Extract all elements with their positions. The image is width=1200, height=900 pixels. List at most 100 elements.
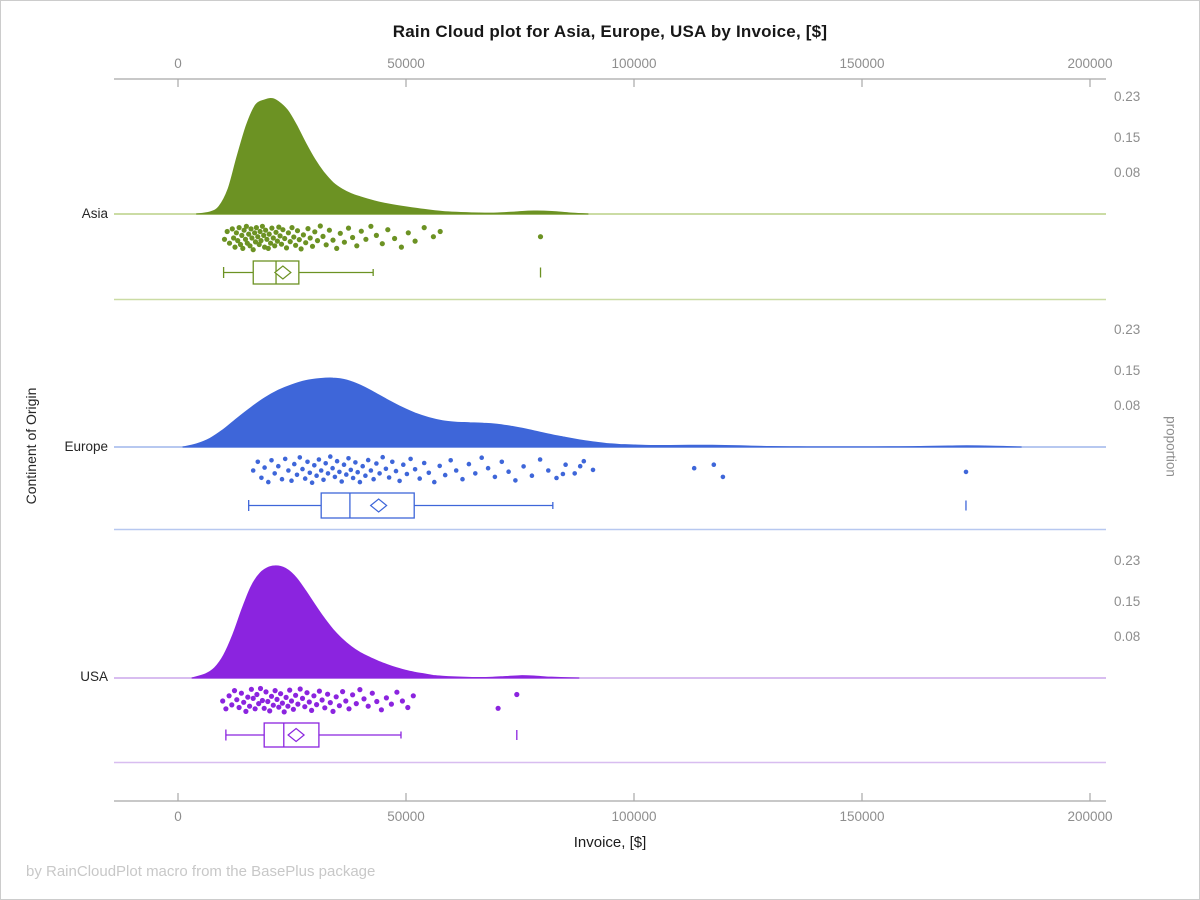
rain-point xyxy=(337,469,342,475)
rain-point xyxy=(304,690,310,696)
rain-point xyxy=(386,475,392,480)
rain-point xyxy=(300,466,305,472)
europe-panel-svg xyxy=(114,377,1106,531)
rain-point xyxy=(266,479,271,485)
rain-point xyxy=(278,691,284,697)
rain-point xyxy=(268,693,275,699)
density-curve xyxy=(196,97,589,215)
proportion-tick-label: 0.23 xyxy=(1114,553,1141,569)
rain-point xyxy=(325,691,331,697)
rain-point xyxy=(374,698,380,705)
rain-point xyxy=(316,457,322,462)
rain-point xyxy=(226,693,232,699)
rain-point xyxy=(246,231,252,237)
asia-panel-svg xyxy=(114,97,1106,301)
rain-point xyxy=(221,236,228,242)
rain-point xyxy=(346,456,351,461)
rain-point xyxy=(330,237,336,243)
rain-point xyxy=(353,701,359,707)
rain-point xyxy=(404,471,410,477)
rain-point xyxy=(378,707,384,713)
rain-point xyxy=(421,460,427,466)
rain-point xyxy=(265,245,271,251)
rain-point xyxy=(232,244,238,250)
rain-point xyxy=(242,236,249,242)
rain-point xyxy=(368,223,374,229)
rain-point xyxy=(397,478,402,484)
rain-point xyxy=(248,686,254,692)
rain-point xyxy=(344,472,349,477)
rain-point xyxy=(314,702,320,708)
rain-point xyxy=(277,233,283,239)
rain-point xyxy=(253,225,259,231)
rain-point xyxy=(314,238,321,244)
rain-point xyxy=(236,225,242,231)
rain-point xyxy=(286,468,291,473)
rain-point xyxy=(272,688,278,694)
rain-point xyxy=(377,471,382,476)
rain-point xyxy=(401,462,406,467)
rain-point xyxy=(247,703,253,709)
rain-point xyxy=(408,456,413,462)
rain-point xyxy=(405,704,411,711)
proportion-tick-label: 0.15 xyxy=(1114,129,1141,145)
rain-point xyxy=(270,702,276,708)
rain-point xyxy=(388,701,394,707)
top-axis-tick-label: 100000 xyxy=(611,56,657,71)
rain-point xyxy=(393,468,399,474)
rain-point xyxy=(383,695,389,701)
rain-point xyxy=(297,686,303,692)
rain-point xyxy=(390,459,395,465)
rain-point xyxy=(412,467,418,472)
rain-point xyxy=(332,474,338,480)
rain-point xyxy=(365,703,371,709)
proportion-tick-label: 0.15 xyxy=(1114,362,1141,378)
rain-point xyxy=(336,703,342,709)
rain-point xyxy=(296,237,302,243)
rain-point xyxy=(448,458,454,463)
rain-point xyxy=(300,232,306,238)
bottom-axis-tick-label: 0 xyxy=(174,809,182,824)
rain-point xyxy=(354,243,360,249)
rain-point xyxy=(237,241,244,248)
rain-point xyxy=(348,467,354,473)
rain-point xyxy=(239,232,245,238)
rain-point xyxy=(432,479,437,485)
rain-point xyxy=(495,705,501,711)
rain-point xyxy=(224,228,230,235)
footer-credit: by RainCloudPlot macro from the BasePlus… xyxy=(26,863,376,880)
rain-point xyxy=(326,227,332,233)
rain-point xyxy=(250,695,256,701)
bottom-axis-tick-label: 100000 xyxy=(611,809,657,824)
rain-point xyxy=(392,235,398,242)
rain-point xyxy=(243,708,249,714)
rain-point xyxy=(460,476,465,482)
rain-point xyxy=(309,707,315,713)
rain-point xyxy=(590,467,596,473)
usa-panel-svg xyxy=(114,565,1106,764)
rain-point xyxy=(259,475,264,481)
rain-point xyxy=(466,461,472,467)
rain-point xyxy=(283,694,289,700)
top-axis-tick-label: 200000 xyxy=(1067,56,1113,71)
rain-point xyxy=(245,694,251,700)
rain-point xyxy=(374,461,379,466)
rain-point xyxy=(289,225,295,231)
rain-point xyxy=(720,474,726,480)
rain-point xyxy=(298,246,304,252)
rain-point xyxy=(360,463,365,469)
rain-point xyxy=(265,698,271,705)
rain-point xyxy=(379,241,385,247)
rain-point xyxy=(309,480,315,485)
rain-point xyxy=(273,229,279,235)
rain-point xyxy=(256,701,262,707)
rain-point xyxy=(563,462,568,467)
rain-point xyxy=(334,245,340,251)
rain-point xyxy=(299,695,306,701)
rain-point xyxy=(317,223,323,229)
rain-point xyxy=(287,687,293,693)
rain-point xyxy=(341,239,347,245)
rain-point xyxy=(257,685,264,692)
rain-point xyxy=(305,226,311,232)
rain-point xyxy=(282,235,288,242)
